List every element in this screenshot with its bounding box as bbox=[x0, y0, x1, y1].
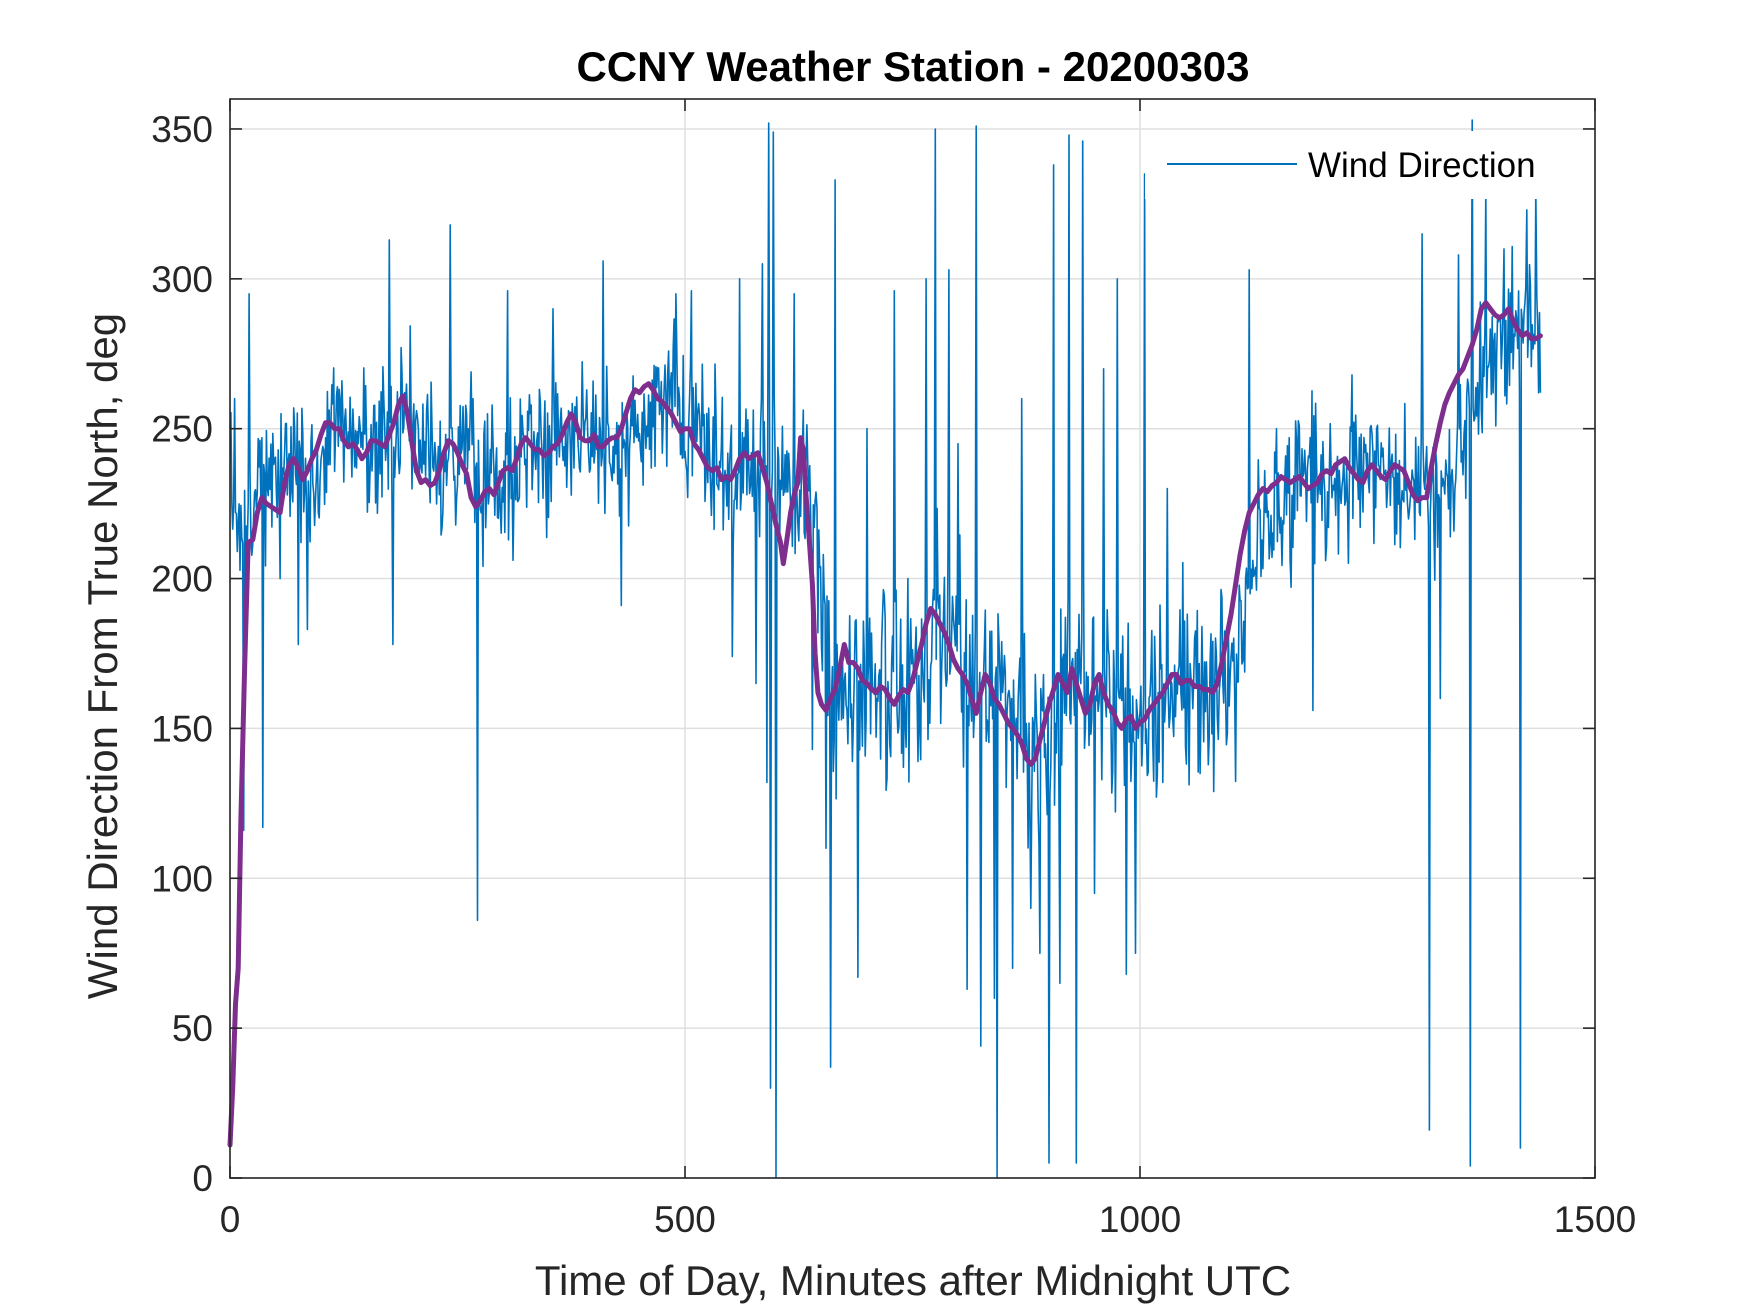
legend-label-wind-direction: Wind Direction bbox=[1308, 146, 1536, 185]
y-tick-label: 200 bbox=[151, 559, 213, 600]
y-axis-label: Wind Direction From True North, deg bbox=[79, 313, 126, 999]
y-tick-label: 100 bbox=[151, 858, 213, 899]
y-tick-label: 300 bbox=[151, 259, 213, 300]
legend: Wind Direction bbox=[1145, 131, 1539, 199]
axes-layer bbox=[229, 98, 1596, 1179]
x-tick-label: 1500 bbox=[1554, 1199, 1636, 1240]
chart-title: CCNY Weather Station - 20200303 bbox=[576, 43, 1249, 90]
series-line-smoothed bbox=[227, 300, 1543, 1148]
x-tick-label: 0 bbox=[220, 1199, 241, 1240]
series-line-wind-direction bbox=[229, 119, 1542, 1179]
y-tick-label: 150 bbox=[151, 708, 213, 749]
raw-series-layer bbox=[229, 119, 1542, 1179]
ticks-layer: 0 500 1000 1500 0 50 100 150 200 250 300 350 bbox=[151, 99, 1636, 1240]
y-tick-label: 50 bbox=[172, 1008, 213, 1049]
grid-layer bbox=[229, 99, 1596, 1179]
plot-frame bbox=[229, 98, 1596, 1179]
x-tick-label: 1000 bbox=[1099, 1199, 1181, 1240]
y-tick-label: 350 bbox=[151, 109, 213, 150]
x-tick-label: 500 bbox=[654, 1199, 716, 1240]
y-tick-label: 250 bbox=[151, 409, 213, 450]
smooth-series-layer bbox=[227, 300, 1543, 1148]
x-axis-label: Time of Day, Minutes after Midnight UTC bbox=[535, 1257, 1291, 1304]
y-tick-label: 0 bbox=[192, 1158, 213, 1199]
